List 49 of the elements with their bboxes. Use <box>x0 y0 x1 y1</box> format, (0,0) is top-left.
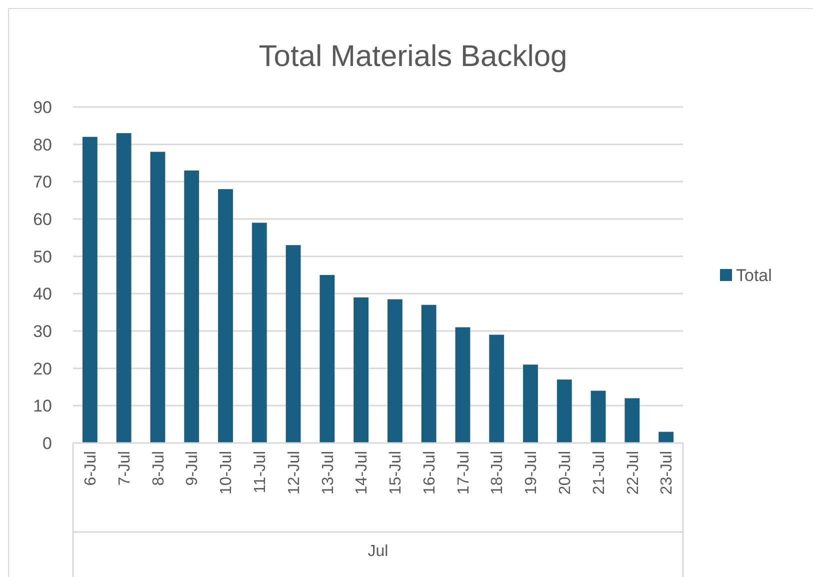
bar <box>624 398 640 443</box>
bar <box>82 136 98 443</box>
x-tick-label: 10-Jul <box>218 451 236 495</box>
y-tick-label: 20 <box>33 359 52 378</box>
bar <box>489 334 504 443</box>
bar <box>455 327 470 443</box>
x-tick-label: 17-Jul <box>455 451 472 495</box>
y-tick-label: 0 <box>42 434 52 453</box>
y-tick-label: 30 <box>33 322 52 341</box>
x-tick-label: 13-Jul <box>320 451 337 495</box>
chart-title: Total Materials Backlog <box>258 40 568 73</box>
x-axis-title: Jul <box>368 543 388 560</box>
x-tick-label: 7-Jul <box>116 451 134 486</box>
bar <box>184 170 200 443</box>
bar <box>556 380 572 443</box>
x-tick-label: 20-Jul <box>556 451 574 495</box>
x-tick-label: 22-Jul <box>624 451 642 495</box>
bar <box>116 133 132 443</box>
bar <box>387 299 402 443</box>
bar <box>252 222 267 443</box>
x-tick-label: 16-Jul <box>421 451 438 495</box>
y-tick-label: 10 <box>33 396 52 416</box>
x-tick-label: 21-Jul <box>590 451 608 495</box>
bar <box>218 189 233 443</box>
y-tick-label: 70 <box>33 172 52 192</box>
bar <box>320 275 335 443</box>
x-tick-label: 9-Jul <box>184 451 202 486</box>
y-tick-label: 40 <box>33 284 52 304</box>
x-tick-label: 11-Jul <box>252 451 269 494</box>
x-tick-label: 14-Jul <box>354 451 371 495</box>
x-tick-label: 12-Jul <box>286 451 303 495</box>
bar <box>354 297 369 443</box>
x-tick-label: 15-Jul <box>388 451 405 495</box>
y-tick-label: 60 <box>33 210 52 229</box>
bar <box>523 364 538 443</box>
bar <box>658 432 674 443</box>
x-tick-label: 8-Jul <box>150 451 168 486</box>
y-tick-label: 80 <box>33 135 52 154</box>
bar <box>421 304 436 443</box>
legend-label: Total <box>736 266 772 285</box>
bar <box>286 245 301 443</box>
bar <box>150 152 166 443</box>
y-tick-label: 90 <box>33 98 52 117</box>
x-tick-label: 19-Jul <box>523 451 540 495</box>
x-tick-label: 6-Jul <box>82 451 100 486</box>
bar <box>590 390 606 443</box>
y-tick-label: 50 <box>33 247 52 266</box>
x-tick-label: 18-Jul <box>489 451 506 495</box>
x-tick-label: 23-Jul <box>658 451 676 495</box>
